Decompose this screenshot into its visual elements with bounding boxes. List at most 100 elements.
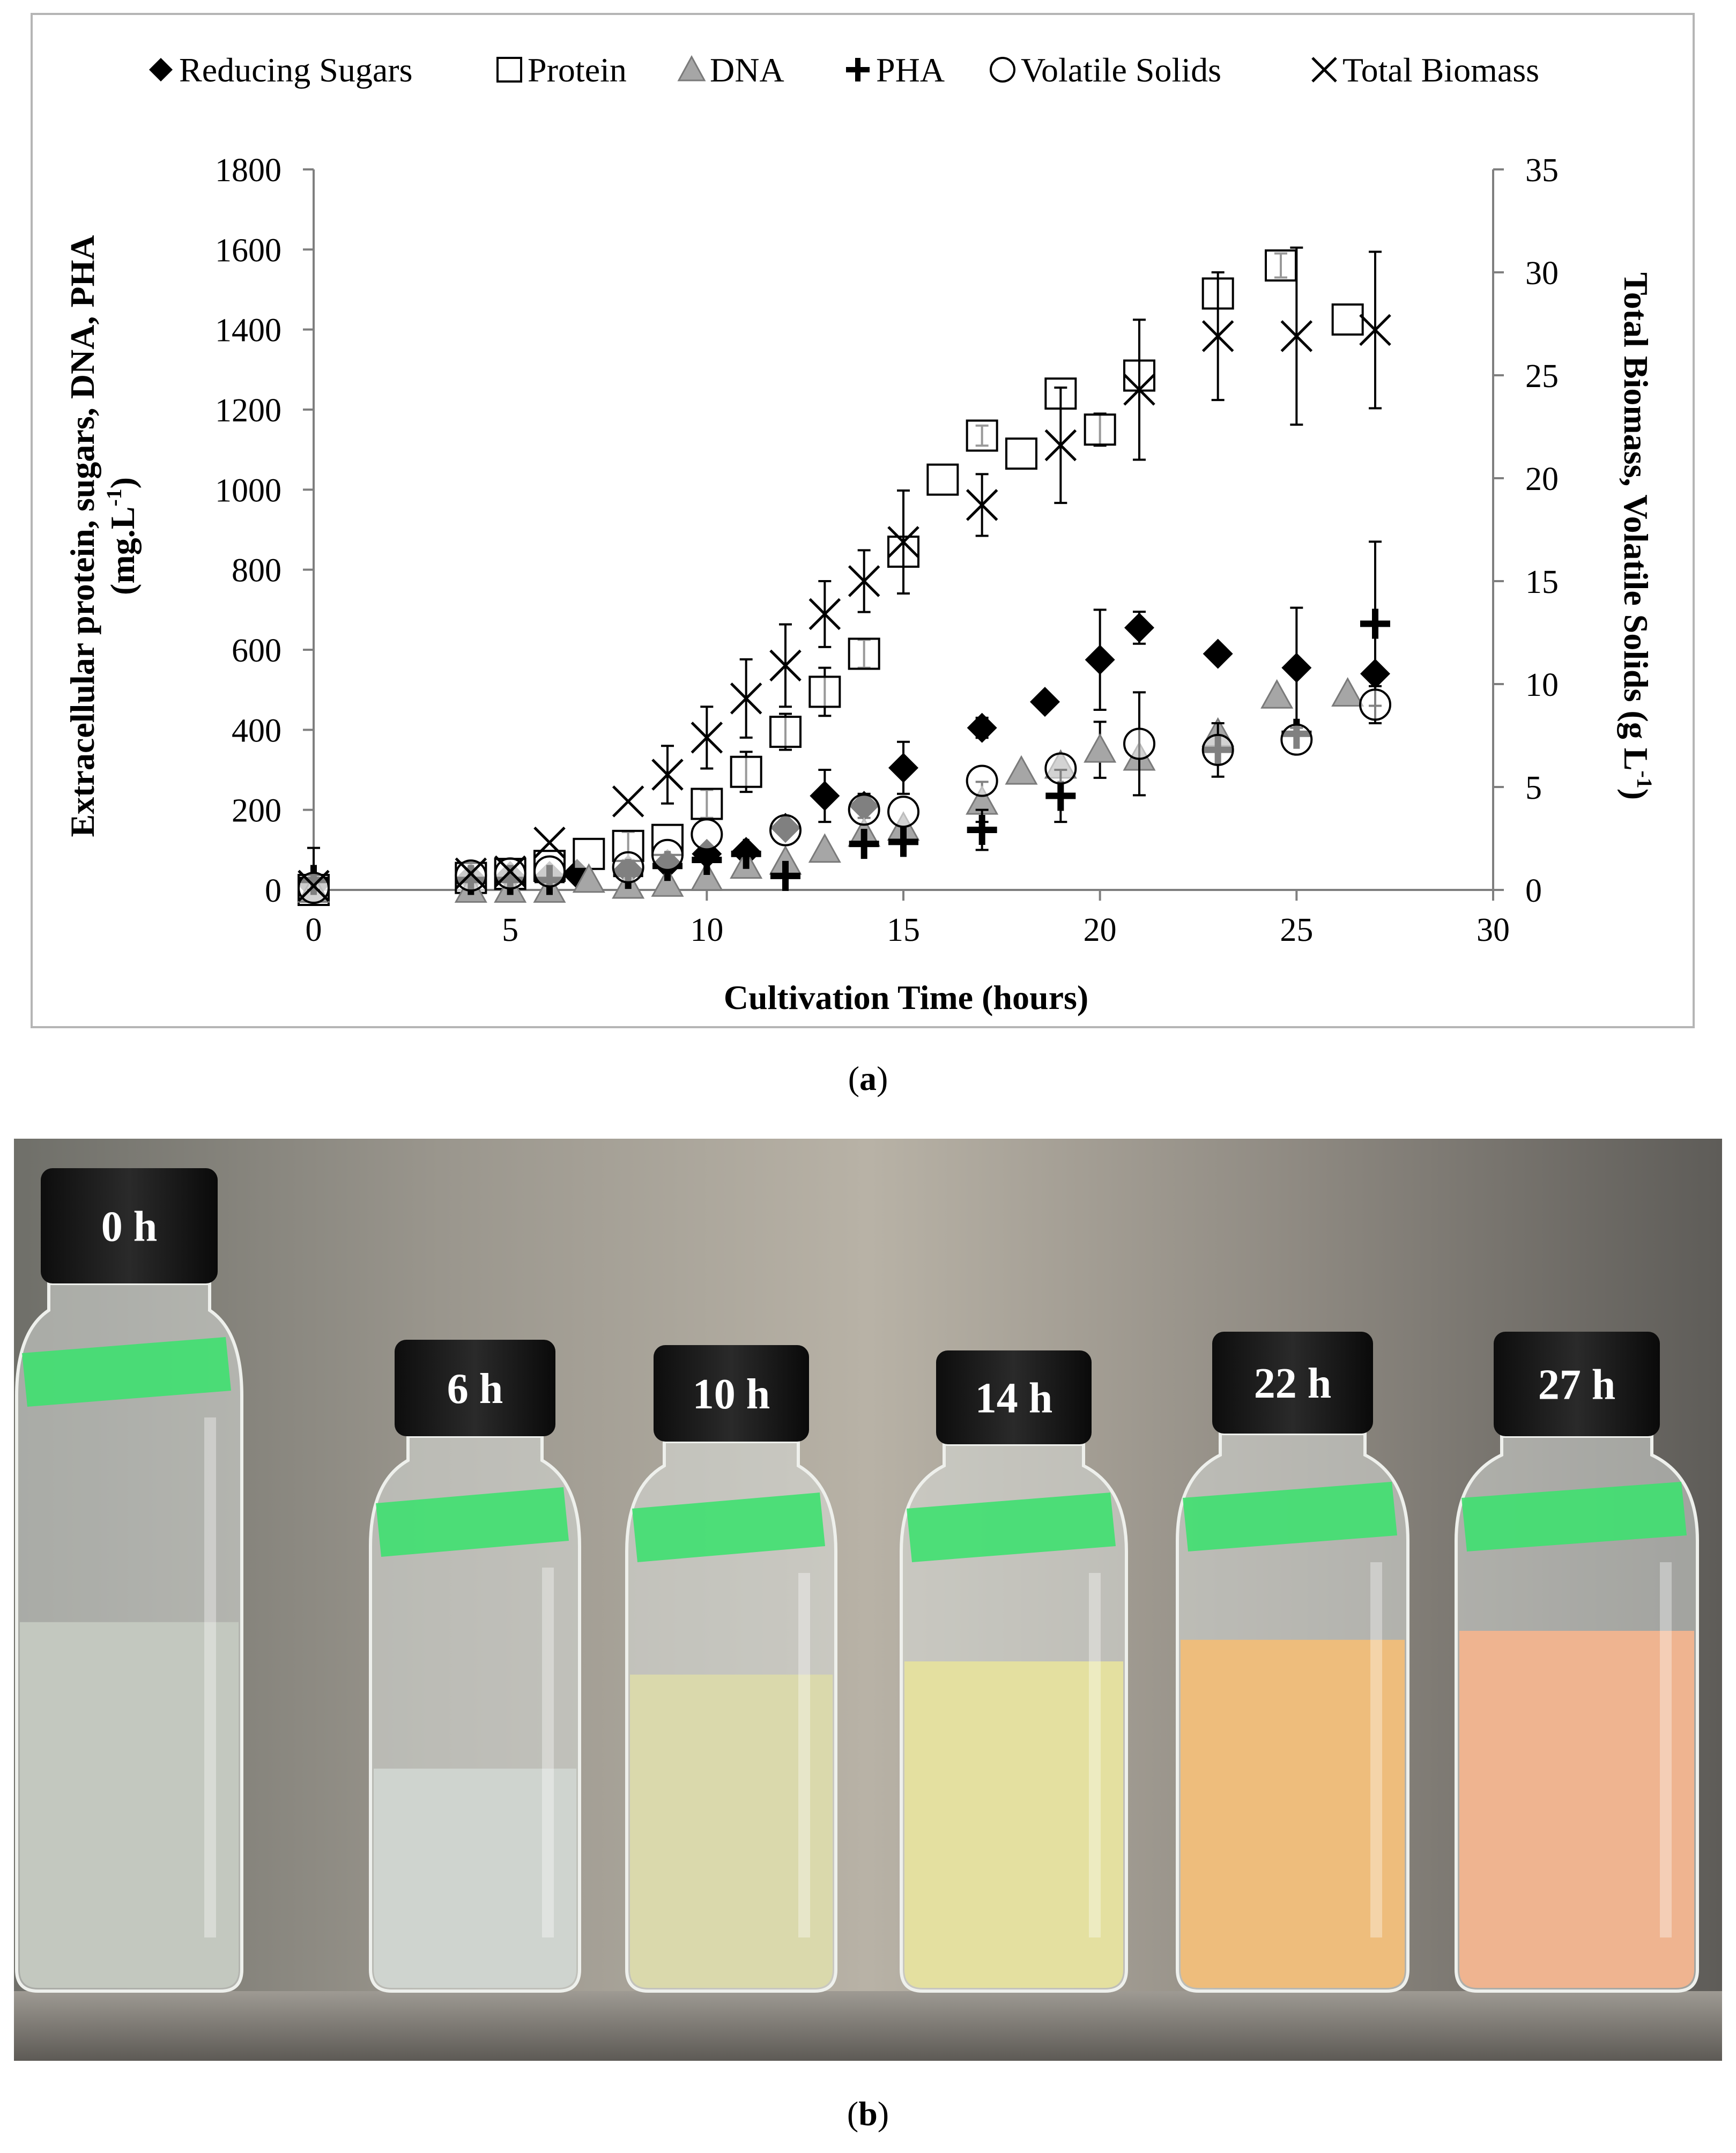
data-point bbox=[887, 526, 919, 558]
bottle-time-label: 10 h bbox=[693, 1371, 770, 1418]
bottle: 22 h bbox=[1176, 1332, 1409, 1993]
y-right-tick-label: 35 bbox=[1525, 152, 1559, 189]
y-left-title-line1: Extracellular protein, sugars, DNA, PHA bbox=[63, 235, 101, 837]
x-tick-label: 15 bbox=[887, 912, 920, 948]
data-point bbox=[1280, 723, 1313, 756]
bottle-time-label: 14 h bbox=[975, 1375, 1053, 1422]
data-point bbox=[966, 489, 998, 521]
glass-highlight bbox=[542, 1568, 554, 1937]
y-left-tick-label: 0 bbox=[265, 873, 281, 909]
data-point bbox=[967, 815, 997, 845]
y-right-title: Total Biomass, Volatile Solids (g L-1) bbox=[1617, 272, 1657, 800]
bottle: 14 h bbox=[900, 1350, 1128, 1993]
glass-highlight bbox=[798, 1573, 810, 1937]
y-right-tick-label: 20 bbox=[1525, 461, 1559, 498]
tape-label bbox=[1183, 1482, 1397, 1551]
data-point bbox=[731, 838, 761, 869]
data-point bbox=[1005, 755, 1038, 785]
y-left-tick-label: 600 bbox=[232, 633, 281, 669]
bottle-time-label: 0 h bbox=[101, 1204, 158, 1251]
data-point bbox=[770, 860, 800, 891]
glass-highlight bbox=[1660, 1562, 1672, 1937]
series-protein bbox=[298, 249, 1364, 906]
legend-marker bbox=[677, 55, 706, 81]
y-left-tick-label: 1400 bbox=[215, 313, 281, 349]
data-point bbox=[848, 565, 880, 597]
x-tick-label: 25 bbox=[1280, 912, 1313, 948]
tape-label bbox=[907, 1493, 1116, 1562]
legend-label: Volatile Solids bbox=[1021, 51, 1221, 89]
data-point bbox=[1045, 781, 1076, 811]
y-right-tick-label: 15 bbox=[1525, 564, 1559, 600]
glass-highlight bbox=[1089, 1573, 1101, 1937]
caption-a: (a) bbox=[848, 1059, 888, 1097]
bottle-time-label: 27 h bbox=[1538, 1362, 1616, 1409]
y-axis-left-title: Extracellular protein, sugars, DNA, PHA … bbox=[63, 235, 142, 837]
data-point bbox=[966, 419, 998, 452]
data-point bbox=[808, 675, 841, 708]
x-axis-title: Cultivation Time (hours) bbox=[724, 978, 1088, 1016]
data-point bbox=[533, 855, 566, 888]
bottle: 0 h bbox=[15, 1168, 243, 1993]
legend-label: DNA bbox=[710, 51, 784, 89]
legend-label: PHA bbox=[876, 51, 945, 89]
y-right-tick-label: 10 bbox=[1525, 667, 1559, 703]
data-point bbox=[888, 753, 918, 783]
legend-item-reducing-sugars: Reducing Sugars bbox=[149, 51, 413, 89]
bottle-time-label: 6 h bbox=[447, 1365, 503, 1413]
data-point bbox=[1084, 413, 1116, 446]
glass-highlight bbox=[204, 1417, 216, 1937]
bottle-liquid bbox=[630, 1674, 833, 1988]
photo-background bbox=[14, 1139, 1722, 2061]
data-point bbox=[1085, 644, 1115, 675]
glass-highlight bbox=[1370, 1562, 1382, 1937]
y-right-tick-label: 5 bbox=[1525, 770, 1542, 806]
data-point bbox=[1084, 733, 1117, 763]
data-point bbox=[1123, 727, 1155, 760]
bottle-cap bbox=[1212, 1332, 1373, 1434]
data-point bbox=[808, 598, 841, 630]
data-point bbox=[1280, 320, 1313, 352]
data-point bbox=[298, 872, 330, 904]
data-point bbox=[690, 861, 723, 891]
data-point bbox=[1265, 249, 1297, 282]
bottle-photo: 0 h 6 h 10 h 14 h 22 h 27 h bbox=[14, 1139, 1722, 2061]
y-axis-right-title: Total Biomass, Volatile Solids (g L-1) bbox=[1617, 272, 1657, 800]
data-point bbox=[967, 712, 997, 743]
data-point bbox=[849, 829, 879, 859]
y-left-tick-label: 400 bbox=[232, 712, 281, 749]
x-tick-label: 0 bbox=[306, 912, 322, 948]
data-point bbox=[1331, 677, 1364, 707]
legend-item-volatile-solids: Volatile Solids bbox=[990, 51, 1221, 89]
bottle: 10 h bbox=[625, 1345, 837, 1993]
y-right-tick-label: 0 bbox=[1525, 873, 1542, 909]
bottle-cap bbox=[936, 1350, 1092, 1444]
chart-a: Reducing Sugars Protein DNA PHA Volatile Sol… bbox=[63, 51, 1657, 1016]
data-point bbox=[887, 796, 919, 828]
data-point bbox=[1030, 687, 1060, 717]
axes: 0 5 10 15 20 25 300200400600800100012001400160… bbox=[215, 152, 1559, 948]
y-left-tick-label: 200 bbox=[232, 793, 281, 829]
data-point bbox=[769, 649, 802, 682]
caption-b: (b) bbox=[847, 2095, 889, 2133]
y-left-tick-label: 1800 bbox=[215, 152, 281, 189]
bottle-liquid bbox=[20, 1622, 239, 1988]
data-point bbox=[808, 833, 841, 863]
legend: Reducing Sugars Protein DNA PHA Volatile Sol… bbox=[149, 51, 1539, 89]
bottle-liquid bbox=[1459, 1631, 1694, 1988]
bottle-time-label: 22 h bbox=[1254, 1360, 1332, 1407]
y-left-tick-label: 800 bbox=[232, 553, 281, 589]
data-point bbox=[1123, 374, 1155, 406]
data-point bbox=[1281, 652, 1312, 683]
data-point bbox=[612, 785, 644, 818]
y-right-tick-label: 25 bbox=[1525, 358, 1559, 395]
legend-marker bbox=[990, 57, 1015, 83]
data-point bbox=[926, 463, 959, 496]
data-point bbox=[691, 722, 723, 754]
legend-marker bbox=[1311, 57, 1337, 83]
data-point bbox=[1044, 752, 1077, 785]
x-tick-label: 5 bbox=[502, 912, 518, 948]
legend-marker bbox=[846, 58, 870, 81]
bench bbox=[14, 1991, 1722, 2061]
data-point bbox=[494, 857, 526, 890]
